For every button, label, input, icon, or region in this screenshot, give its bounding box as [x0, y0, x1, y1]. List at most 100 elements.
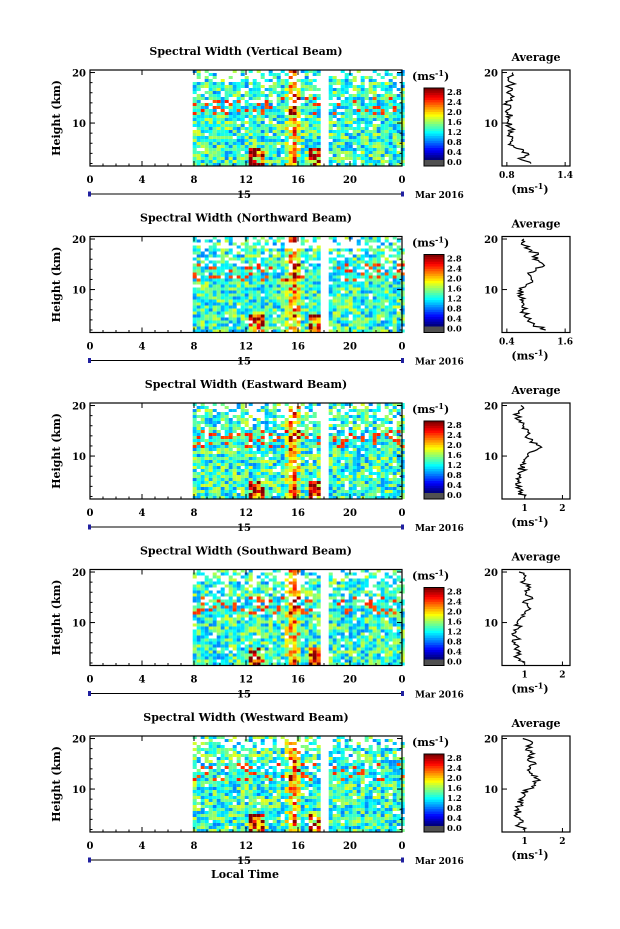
heatmap-cell: [200, 463, 205, 466]
heatmap-cell: [396, 269, 401, 273]
heatmap-cell: [212, 599, 217, 603]
heatmap-cell: [212, 496, 217, 499]
heatmap-cell: [228, 82, 233, 85]
heatmap-cell: [248, 644, 253, 648]
heatmap-cell: [352, 421, 357, 424]
heatmap-cell: [292, 154, 297, 157]
heatmap-cell: [352, 257, 357, 261]
heatmap-cell: [288, 85, 293, 88]
heatmap-cell: [208, 284, 213, 288]
heatmap-cell: [244, 496, 249, 499]
heatmap-cells: [192, 236, 405, 333]
heatmap-cell: [252, 278, 257, 282]
heatmap-cell: [336, 299, 341, 303]
heatmap-cell: [376, 302, 381, 306]
heatmap-cell: [336, 424, 341, 427]
heatmap-cell: [216, 581, 221, 585]
heatmap-cell: [232, 290, 237, 294]
heatmap-cell: [196, 427, 201, 430]
heatmap-cell: [292, 281, 297, 285]
heatmap-cell: [192, 421, 197, 424]
heatmap-cell: [200, 287, 205, 291]
heatmap-cell: [288, 466, 293, 469]
heatmap-cell: [312, 296, 317, 300]
heatmap-cell: [384, 403, 389, 406]
heatmap-cell: [232, 593, 237, 597]
heatmap-cell: [300, 311, 305, 315]
heatmap-cell: [276, 260, 281, 264]
colorbar-unit: (ms-1): [412, 401, 449, 416]
heatmap-cell: [260, 299, 265, 303]
heatmap-cell: [204, 287, 209, 291]
heatmap-cell: [384, 275, 389, 279]
heatmap-cell: [228, 109, 233, 112]
heatmap-cell: [200, 439, 205, 442]
heatmap-cell: [260, 296, 265, 300]
heatmap-cell: [232, 133, 237, 136]
heatmap-cell: [280, 427, 285, 430]
heatmap-cell: [224, 412, 229, 415]
heatmap-cell: [288, 160, 293, 163]
heatmap-cell: [300, 484, 305, 487]
heatmap-cell: [296, 299, 301, 303]
heatmap-cell: [192, 638, 197, 642]
heatmap-cell: [380, 248, 385, 252]
heatmap-cell: [200, 85, 205, 88]
heatmap-cell: [280, 254, 285, 258]
heatmap-cell: [384, 308, 389, 312]
heatmap-cell: [292, 130, 297, 133]
heatmap-cell: [312, 493, 317, 496]
colorbar-segment: [424, 433, 444, 436]
heatmap-cell: [212, 106, 217, 109]
heatmap-cell: [252, 91, 257, 94]
heatmap-cell: [304, 70, 309, 73]
heatmap-cell: [388, 160, 393, 163]
heatmap-cell: [316, 403, 321, 406]
heatmap-cell: [332, 115, 337, 118]
heatmap-cell: [252, 620, 257, 624]
heatmap-cell: [192, 463, 197, 466]
heatmap-cell: [368, 305, 373, 309]
heatmap-cell: [348, 278, 353, 282]
heatmap-cell: [296, 433, 301, 436]
heatmap-cell: [348, 275, 353, 279]
heatmap-cell: [400, 148, 405, 151]
heatmap-cell: [372, 409, 377, 412]
heatmap-cell: [328, 160, 333, 163]
heatmap-cell: [296, 275, 301, 279]
heatmap-cell: [204, 445, 209, 448]
heatmap-cell: [284, 445, 289, 448]
average-x-label-close: ): [543, 183, 548, 196]
heatmap-cell: [396, 245, 401, 249]
heatmap-cell: [216, 151, 221, 154]
heatmap-cell: [260, 484, 265, 487]
heatmap-cell: [268, 293, 273, 297]
colorbar-tick-label: 2.0: [447, 441, 462, 451]
heatmap-cell: [252, 433, 257, 436]
heatmap-cell: [380, 487, 385, 490]
heatmap-cell: [308, 326, 313, 330]
colorbar-segment: [424, 261, 444, 265]
heatmap-cell: [280, 478, 285, 481]
heatmap-cell: [260, 460, 265, 463]
heatmap-cell: [212, 266, 217, 270]
heatmap-cell: [196, 454, 201, 457]
heatmap-cell: [200, 635, 205, 639]
heatmap-cell: [272, 490, 277, 493]
heatmap-cell: [396, 133, 401, 136]
colorbar-tick-label: 1.2: [447, 128, 462, 138]
heatmap-cell: [256, 421, 261, 424]
y-tick-label: 20: [72, 69, 86, 80]
heatmap-cell: [288, 148, 293, 151]
heatmap-cell: [264, 287, 269, 291]
heatmap-cell: [384, 320, 389, 324]
heatmap-cell: [376, 139, 381, 142]
heatmap-cell: [204, 148, 209, 151]
heatmap-cell: [224, 644, 229, 648]
heatmap-cell: [364, 311, 369, 315]
heatmap-cell: [236, 139, 241, 142]
heatmap-cell: [392, 154, 397, 157]
heatmap-cell: [328, 275, 333, 279]
colorbar-segment: [424, 300, 444, 304]
heatmap-cell: [200, 251, 205, 255]
